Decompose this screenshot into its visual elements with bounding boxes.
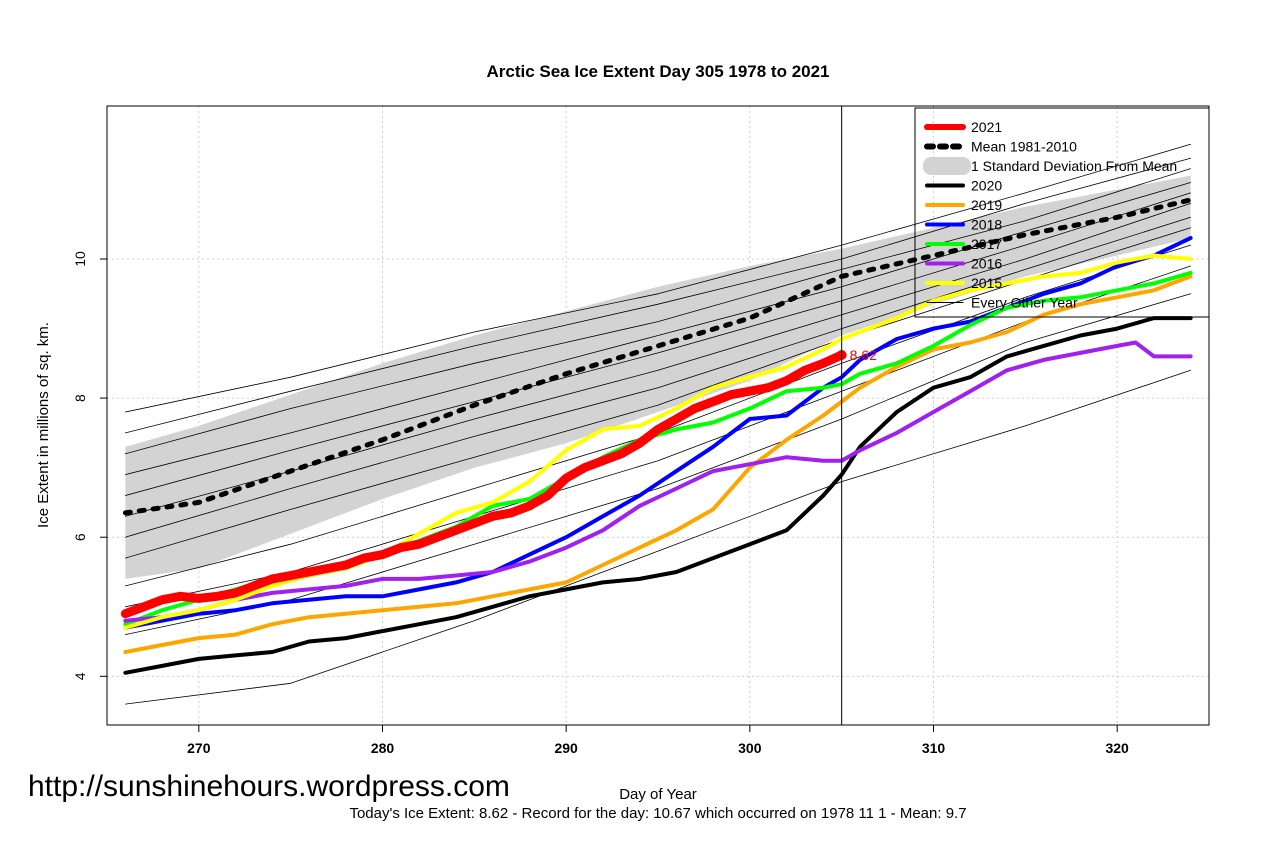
plot-frame (106, 105, 1210, 726)
x-tick-label: 300 (738, 740, 762, 756)
legend-label: 2021 (971, 119, 1002, 135)
series-line-every-other-year (125, 168, 1191, 455)
series-line-mean-1981-2010 (122, 197, 1194, 516)
legend: 2021 Mean 1981-2010 1 Standard Deviation F… (914, 107, 1210, 318)
y-tick-label: 8 (72, 394, 88, 402)
x-tick-label: 320 (1105, 740, 1129, 756)
legend-label: Every Other Year (971, 295, 1078, 311)
legend-label: 2018 (971, 217, 1002, 233)
series-line-every-other-year (125, 157, 1191, 434)
series-line-every-other-year (125, 216, 1191, 538)
legend-label: Mean 1981-2010 (971, 139, 1077, 155)
x-tick-label: 290 (554, 740, 578, 756)
x-tick-label: 310 (922, 740, 946, 756)
series-line-2020 (123, 316, 1193, 675)
chart-title: Arctic Sea Ice Extent Day 305 1978 to 20… (486, 62, 829, 81)
series-line-2021 (120, 350, 847, 619)
current-value-label: 8.62 (850, 347, 877, 363)
series-line-every-other-year (125, 182, 1191, 475)
y-tick-label: 4 (72, 672, 88, 680)
plot-area (107, 106, 1209, 725)
legend-swatch-1-standard-deviation-from-mean (923, 157, 971, 175)
legend-box (914, 107, 1210, 318)
x-axis-label: Day of Year (619, 786, 697, 803)
legend-label: 2017 (971, 236, 1002, 252)
series-line-every-other-year (125, 192, 1191, 496)
series-line-2019 (123, 274, 1193, 654)
watermark-url: http://sunshinehours.wordpress.com (28, 770, 510, 803)
std-deviation-band (125, 175, 1191, 579)
y-tick-label: 6 (72, 533, 88, 541)
y-axis-label: Ice Extent in millions of sq. km. (35, 322, 52, 528)
legend-label: 2019 (971, 197, 1002, 213)
x-tick-label: 270 (187, 740, 211, 756)
series-line-every-other-year (125, 143, 1191, 413)
x-tick-label: 280 (371, 740, 395, 756)
y-tick-label: 10 (72, 251, 88, 267)
series-line-every-other-year (125, 369, 1191, 705)
legend-label: 1 Standard Deviation From Mean (971, 158, 1177, 174)
series-line-2016 (123, 340, 1193, 623)
legend-label: 2015 (971, 275, 1002, 291)
legend-label: 2020 (971, 178, 1002, 194)
legend-label: 2016 (971, 256, 1002, 272)
footer-summary: Today's Ice Extent: 8.62 - Record for th… (349, 805, 966, 822)
